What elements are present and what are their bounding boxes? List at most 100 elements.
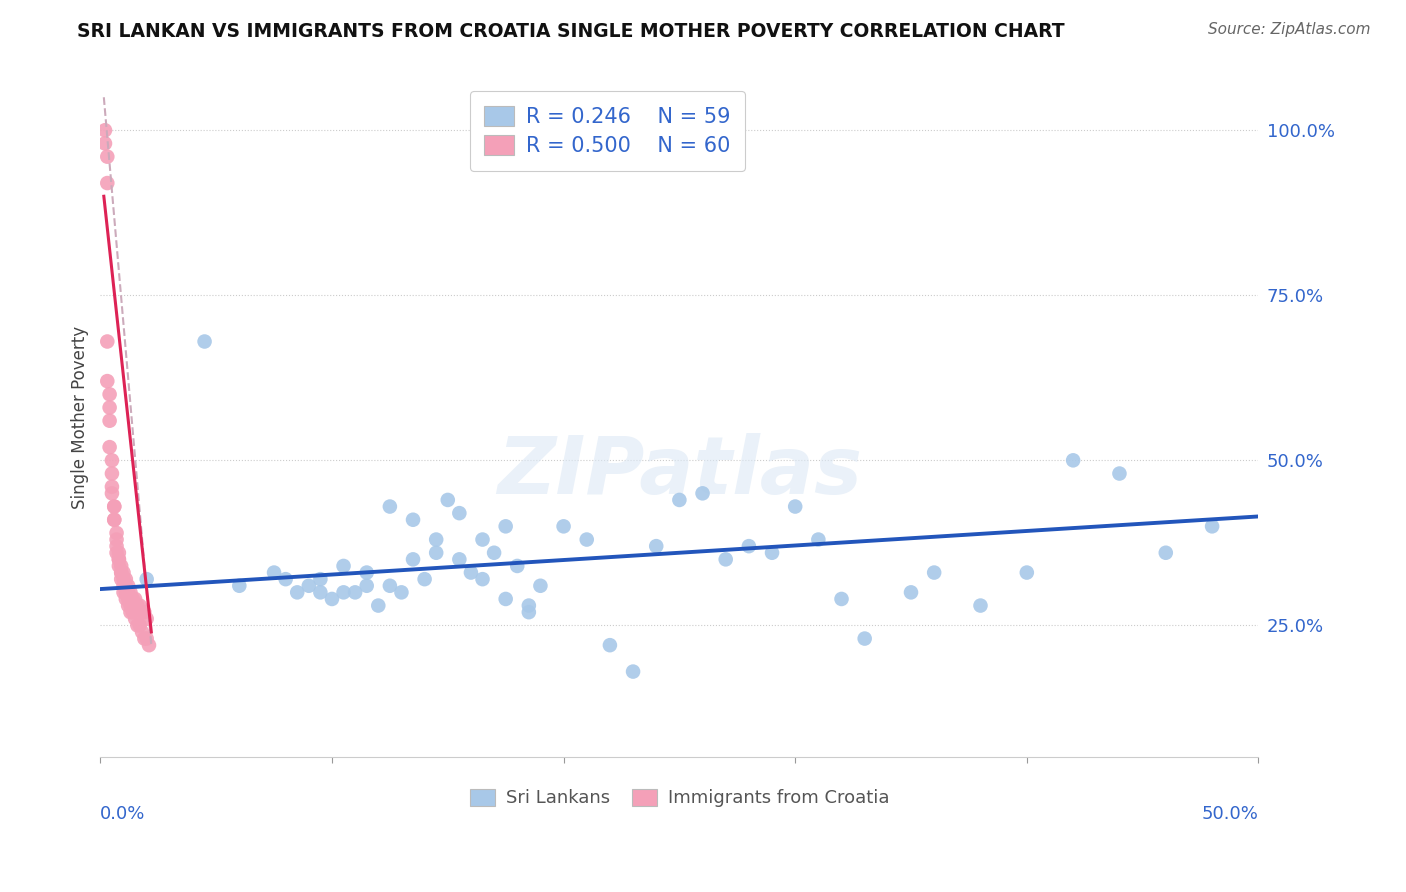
Point	[309, 585, 332, 599]
Point	[127, 599, 149, 613]
Point	[120, 599, 142, 613]
Point	[112, 566, 135, 580]
Point	[391, 585, 413, 599]
Point	[94, 123, 117, 137]
Point	[110, 572, 132, 586]
Point	[621, 665, 644, 679]
Point	[517, 599, 540, 613]
Point	[517, 605, 540, 619]
Point	[108, 546, 131, 560]
Point	[120, 585, 142, 599]
Point	[117, 585, 139, 599]
Point	[263, 566, 285, 580]
Point	[135, 612, 157, 626]
Point	[529, 579, 551, 593]
Point	[761, 546, 783, 560]
Point	[114, 585, 136, 599]
Point	[114, 591, 136, 606]
Point	[506, 558, 529, 573]
Point	[807, 533, 830, 547]
Point	[120, 605, 142, 619]
Point	[105, 546, 128, 560]
Text: Source: ZipAtlas.com: Source: ZipAtlas.com	[1208, 22, 1371, 37]
Point	[134, 632, 156, 646]
Point	[124, 591, 146, 606]
Point	[112, 572, 135, 586]
Point	[121, 605, 143, 619]
Point	[575, 533, 598, 547]
Point	[356, 579, 378, 593]
Point	[471, 533, 494, 547]
Point	[378, 500, 401, 514]
Point	[138, 638, 160, 652]
Point	[449, 552, 471, 566]
Point	[98, 401, 121, 415]
Text: 0.0%: 0.0%	[100, 805, 146, 823]
Point	[108, 558, 131, 573]
Point	[332, 558, 354, 573]
Point	[135, 632, 157, 646]
Point	[402, 552, 425, 566]
Point	[969, 599, 991, 613]
Point	[105, 533, 128, 547]
Point	[96, 150, 118, 164]
Point	[103, 513, 125, 527]
Point	[117, 579, 139, 593]
Point	[460, 566, 482, 580]
Point	[108, 552, 131, 566]
Point	[1108, 467, 1130, 481]
Point	[298, 579, 321, 593]
Point	[356, 566, 378, 580]
Point	[135, 572, 157, 586]
Point	[285, 585, 308, 599]
Point	[402, 513, 425, 527]
Text: ZIPatlas: ZIPatlas	[496, 433, 862, 511]
Point	[128, 618, 150, 632]
Point	[117, 591, 139, 606]
Point	[482, 546, 505, 560]
Point	[228, 579, 250, 593]
Point	[471, 572, 494, 586]
Text: SRI LANKAN VS IMMIGRANTS FROM CROATIA SINGLE MOTHER POVERTY CORRELATION CHART: SRI LANKAN VS IMMIGRANTS FROM CROATIA SI…	[77, 22, 1064, 41]
Point	[128, 599, 150, 613]
Point	[274, 572, 297, 586]
Point	[114, 572, 136, 586]
Point	[378, 579, 401, 593]
Point	[127, 618, 149, 632]
Point	[194, 334, 217, 349]
Point	[413, 572, 436, 586]
Point	[94, 136, 117, 151]
Point	[321, 591, 343, 606]
Point	[344, 585, 367, 599]
Point	[124, 612, 146, 626]
Point	[599, 638, 621, 652]
Point	[101, 486, 124, 500]
Point	[436, 492, 458, 507]
Point	[714, 552, 737, 566]
Point	[134, 605, 156, 619]
Point	[98, 440, 121, 454]
Point	[900, 585, 922, 599]
Point	[425, 533, 447, 547]
Point	[449, 506, 471, 520]
Point	[131, 624, 153, 639]
Point	[309, 572, 332, 586]
Point	[105, 525, 128, 540]
Point	[668, 492, 690, 507]
Point	[110, 558, 132, 573]
Point	[96, 334, 118, 349]
Point	[103, 513, 125, 527]
Point	[105, 539, 128, 553]
Point	[1154, 546, 1177, 560]
Point	[103, 500, 125, 514]
Y-axis label: Single Mother Poverty: Single Mother Poverty	[72, 326, 89, 509]
Point	[112, 579, 135, 593]
Point	[110, 566, 132, 580]
Point	[831, 591, 853, 606]
Point	[98, 387, 121, 401]
Point	[117, 599, 139, 613]
Point	[131, 605, 153, 619]
Point	[738, 539, 761, 553]
Point	[692, 486, 714, 500]
Point	[785, 500, 807, 514]
